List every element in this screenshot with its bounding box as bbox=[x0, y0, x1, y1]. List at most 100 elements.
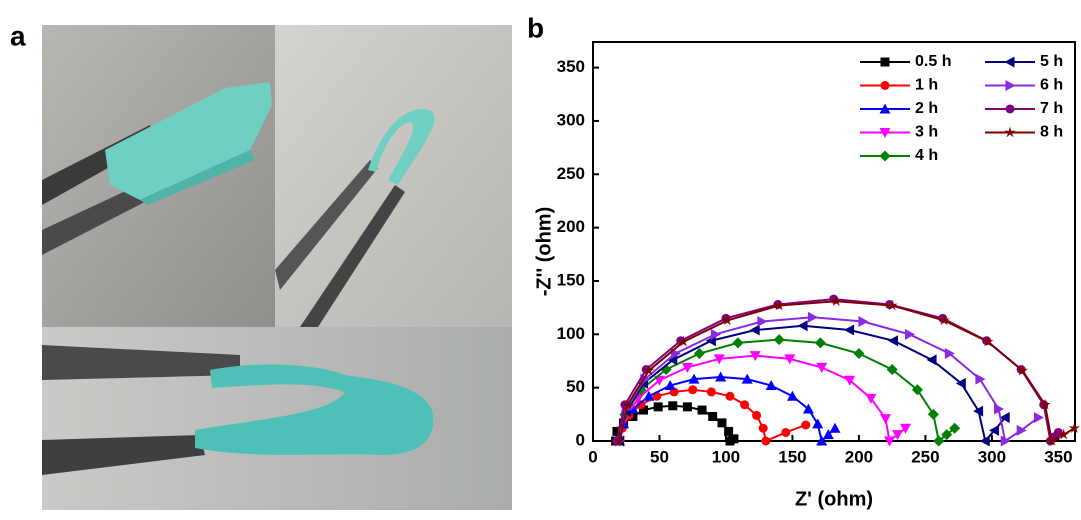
marker bbox=[973, 405, 984, 417]
marker bbox=[816, 362, 828, 373]
marker bbox=[812, 418, 824, 429]
x-tick-label: 50 bbox=[650, 447, 669, 466]
legend-label: 8 h bbox=[1040, 124, 1063, 141]
marker bbox=[891, 430, 903, 441]
photo-top-right bbox=[275, 25, 512, 327]
marker bbox=[829, 422, 841, 433]
marker bbox=[853, 348, 865, 360]
x-tick-label: 150 bbox=[778, 447, 806, 466]
marker bbox=[822, 429, 834, 440]
marker bbox=[758, 423, 768, 433]
y-tick-label: 300 bbox=[557, 110, 585, 129]
marker bbox=[688, 373, 700, 384]
marker bbox=[1053, 427, 1063, 437]
marker bbox=[801, 420, 811, 430]
marker bbox=[979, 435, 990, 447]
legend-label: 4 h bbox=[915, 147, 938, 164]
marker bbox=[693, 348, 705, 360]
x-tick-label: 0 bbox=[588, 447, 597, 466]
y-tick-label: 250 bbox=[557, 164, 585, 183]
marker bbox=[955, 377, 966, 389]
legend-marker bbox=[1004, 56, 1015, 68]
marker bbox=[688, 385, 698, 395]
legend-label: 6 h bbox=[1040, 77, 1063, 94]
marker bbox=[994, 403, 1005, 415]
legend-label: 3 h bbox=[915, 124, 938, 141]
marker bbox=[781, 427, 791, 437]
marker bbox=[1016, 424, 1027, 436]
legend-marker bbox=[1005, 104, 1015, 114]
y-tick-label: 150 bbox=[557, 270, 585, 289]
marker bbox=[858, 316, 869, 328]
marker bbox=[807, 311, 818, 323]
marker bbox=[989, 424, 1000, 436]
marker bbox=[732, 337, 744, 349]
x-tick-label: 200 bbox=[845, 447, 873, 466]
marker bbox=[911, 384, 923, 396]
photo-bottom bbox=[42, 327, 512, 510]
legend-label: 7 h bbox=[1040, 100, 1063, 117]
marker bbox=[999, 412, 1010, 424]
marker bbox=[884, 436, 896, 447]
y-axis-title: -Z'' (ohm) bbox=[533, 207, 555, 296]
marker bbox=[721, 314, 734, 326]
y-tick-label: 0 bbox=[576, 430, 585, 449]
marker bbox=[888, 335, 899, 347]
marker bbox=[773, 334, 785, 346]
marker bbox=[668, 401, 678, 411]
marker bbox=[802, 403, 814, 414]
marker bbox=[1068, 422, 1081, 434]
marker bbox=[786, 390, 798, 401]
y-tick-label: 350 bbox=[557, 57, 585, 76]
marker bbox=[710, 328, 721, 340]
marker bbox=[904, 328, 915, 340]
y-tick-label: 100 bbox=[557, 324, 585, 343]
marker bbox=[844, 375, 856, 386]
marker bbox=[982, 335, 994, 347]
legend-marker bbox=[1005, 80, 1016, 91]
y-tick-label: 200 bbox=[557, 217, 585, 236]
x-tick-label: 350 bbox=[1044, 447, 1072, 466]
legend-marker bbox=[880, 57, 890, 67]
legend-marker bbox=[879, 128, 891, 138]
marker bbox=[944, 348, 955, 360]
marker bbox=[643, 364, 655, 376]
marker bbox=[765, 380, 777, 391]
marker bbox=[865, 393, 877, 404]
x-tick-label: 250 bbox=[911, 447, 939, 466]
marker bbox=[975, 373, 986, 385]
legend-marker bbox=[1004, 126, 1016, 138]
x-tick-label: 300 bbox=[978, 447, 1006, 466]
marker bbox=[757, 316, 768, 328]
marker bbox=[933, 435, 945, 447]
marker bbox=[1000, 435, 1011, 447]
marker bbox=[880, 414, 892, 425]
panel-label: a bbox=[10, 20, 26, 51]
legend-marker bbox=[879, 103, 891, 114]
marker bbox=[949, 422, 961, 434]
marker bbox=[713, 354, 725, 365]
marker bbox=[729, 434, 739, 444]
x-tick-label: 100 bbox=[712, 447, 740, 466]
marker bbox=[706, 387, 716, 397]
marker bbox=[749, 324, 760, 336]
marker bbox=[784, 354, 796, 365]
marker bbox=[653, 402, 663, 412]
legend-label: 0.5 h bbox=[915, 53, 951, 70]
marker bbox=[938, 314, 950, 326]
marker bbox=[708, 411, 718, 421]
marker bbox=[740, 400, 750, 410]
marker bbox=[1016, 364, 1029, 376]
legend-label: 5 h bbox=[1040, 53, 1063, 70]
legend-label: 2 h bbox=[915, 100, 938, 117]
marker bbox=[717, 418, 727, 428]
marker bbox=[749, 351, 761, 362]
marker bbox=[752, 410, 762, 420]
photo-top-left bbox=[42, 25, 275, 327]
marker bbox=[725, 391, 735, 401]
plot-frame bbox=[592, 41, 1076, 442]
marker bbox=[844, 324, 855, 336]
legend-marker bbox=[880, 81, 890, 90]
marker bbox=[715, 371, 727, 382]
